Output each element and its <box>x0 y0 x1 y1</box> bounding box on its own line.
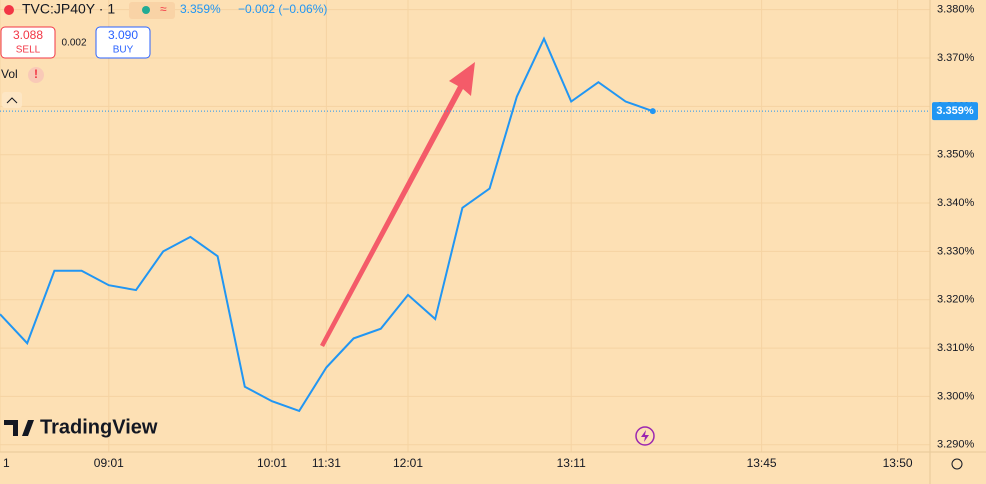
buy-price: 3.090 <box>108 28 138 42</box>
last-price: 3.359% <box>180 2 221 16</box>
buy-label: BUY <box>113 45 134 56</box>
series <box>0 36 656 413</box>
events-icon[interactable] <box>635 426 655 446</box>
spread: 0.002 <box>61 38 86 49</box>
status-dot <box>4 5 14 15</box>
logo-mark <box>4 420 34 436</box>
y-tick-label: 3.350% <box>937 149 975 161</box>
y-tick-label: 3.300% <box>937 390 975 402</box>
price-label-bg <box>932 102 978 121</box>
x-tick-label: 1 <box>3 456 10 470</box>
status-badge <box>129 2 175 19</box>
collapse-button[interactable] <box>2 92 22 108</box>
buy-button[interactable] <box>95 26 151 59</box>
y-tick-label: 3.340% <box>937 197 975 209</box>
change: −0.002 (−0.06%) <box>238 2 327 16</box>
annotation-arrow <box>320 62 475 347</box>
x-tick-label: 13:50 <box>883 456 913 470</box>
delayed-icon: ≈ <box>160 2 167 16</box>
x-tick-label: 10:01 <box>257 456 287 470</box>
y-tick-label: 3.310% <box>937 342 975 354</box>
last-point <box>649 108 656 115</box>
warning-icon[interactable] <box>28 67 44 83</box>
y-tick-label: 3.380% <box>937 4 975 16</box>
y-tick-label: 3.290% <box>937 439 975 451</box>
sell-button[interactable] <box>0 26 56 59</box>
y-tick-label: 3.330% <box>937 245 975 257</box>
volume-label: Vol <box>1 67 18 81</box>
y-tick-label: 3.320% <box>937 294 975 306</box>
x-tick-label: 13:11 <box>557 456 586 470</box>
x-tick-label: 09:01 <box>94 456 124 470</box>
warning-mark: ! <box>34 67 38 81</box>
grid <box>0 0 930 452</box>
logo: TradingView <box>40 416 158 438</box>
x-tick-label: 12:01 <box>393 456 423 470</box>
price-label: 3.359% <box>936 105 974 117</box>
price-line <box>0 36 654 413</box>
y-tick-label: 3.370% <box>937 52 975 64</box>
events-bolt <box>641 430 649 442</box>
symbol: TVC:JP40Y · 1 <box>22 1 115 17</box>
sell-label: SELL <box>16 45 41 56</box>
x-tick-label: 13:45 <box>747 456 777 470</box>
market-dot <box>142 6 150 14</box>
collapse-icon <box>6 97 18 104</box>
sell-price: 3.088 <box>13 28 43 42</box>
x-tick-label: 11:31 <box>312 456 341 470</box>
settings-icon[interactable] <box>951 458 963 470</box>
